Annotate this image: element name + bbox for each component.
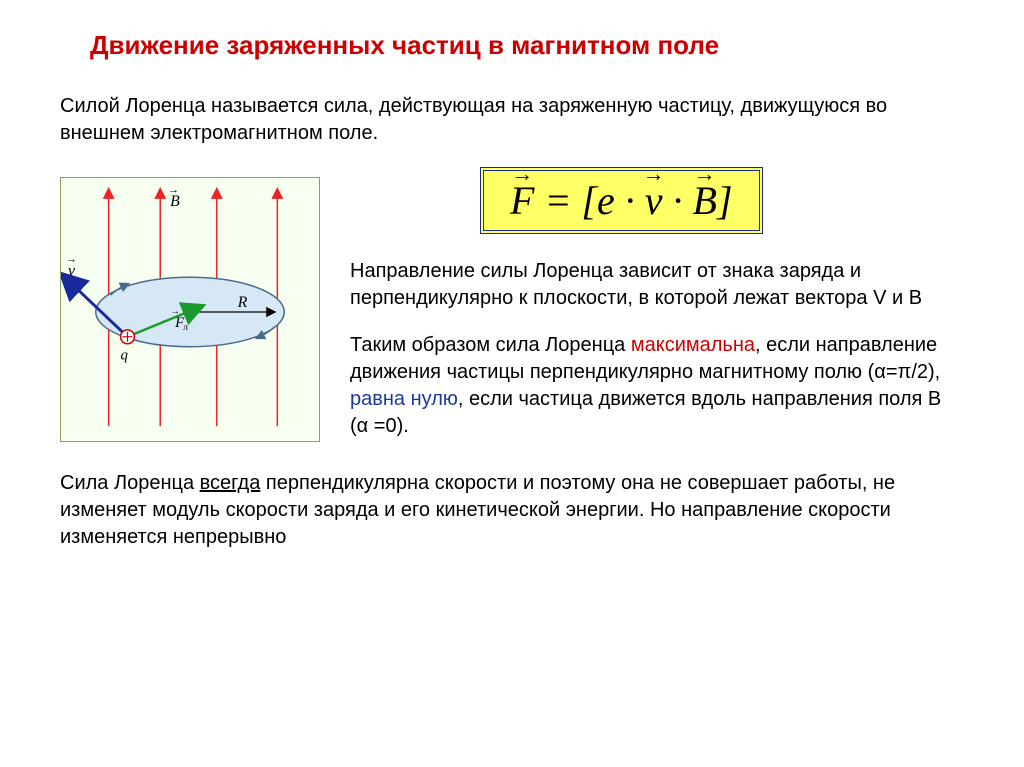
svg-text:R: R — [237, 294, 248, 311]
svg-text:→: → — [66, 253, 77, 265]
svg-text:→: → — [170, 306, 180, 317]
footer-text: Сила Лоренца всегда перпендикулярна скор… — [60, 470, 964, 551]
svg-text:→: → — [168, 184, 179, 196]
intro-text: Силой Лоренца называется сила, действующ… — [60, 93, 964, 147]
svg-text:q: q — [121, 348, 129, 364]
max-zero-text: Таким образом сила Лоренца максимальна, … — [350, 332, 964, 440]
direction-text: Направление силы Лоренца зависит от знак… — [350, 258, 964, 312]
page-title: Движение заряженных частиц в магнитном п… — [90, 30, 964, 61]
lorentz-formula: F = [e · v · B] — [480, 167, 763, 234]
lorentz-diagram: R F → л v → q B → — [60, 177, 320, 442]
svg-text:л: л — [183, 322, 188, 333]
content-row: R F → л v → q B → F = [e · v · B] Направ… — [60, 167, 964, 460]
